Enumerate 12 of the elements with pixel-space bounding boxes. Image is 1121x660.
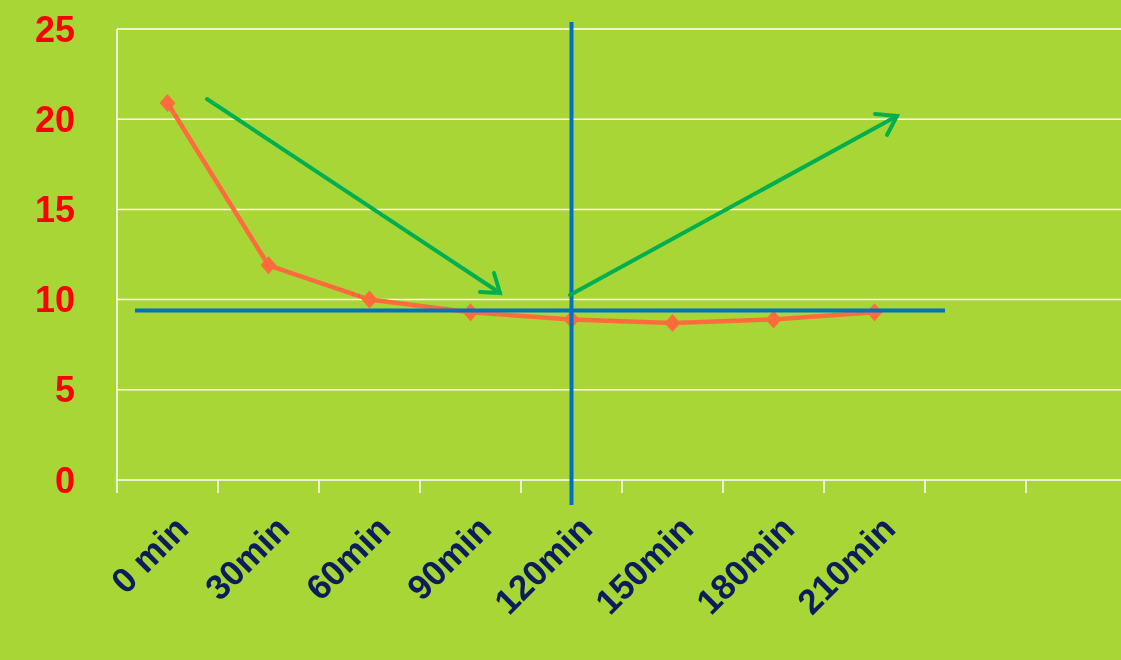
point: [664, 314, 681, 333]
y-tick-label: 20: [34, 98, 75, 140]
x-tick-label: 0 min: [103, 508, 196, 601]
y-tick-label: 5: [54, 369, 75, 411]
point: [361, 290, 378, 309]
point: [159, 93, 176, 112]
y-tick-label: 15: [34, 188, 75, 230]
y-tick-label: 0: [54, 459, 75, 501]
point: [260, 256, 277, 275]
point: [765, 310, 782, 329]
y-tick-label: 25: [34, 8, 75, 50]
y-tick-label: 10: [34, 279, 75, 321]
